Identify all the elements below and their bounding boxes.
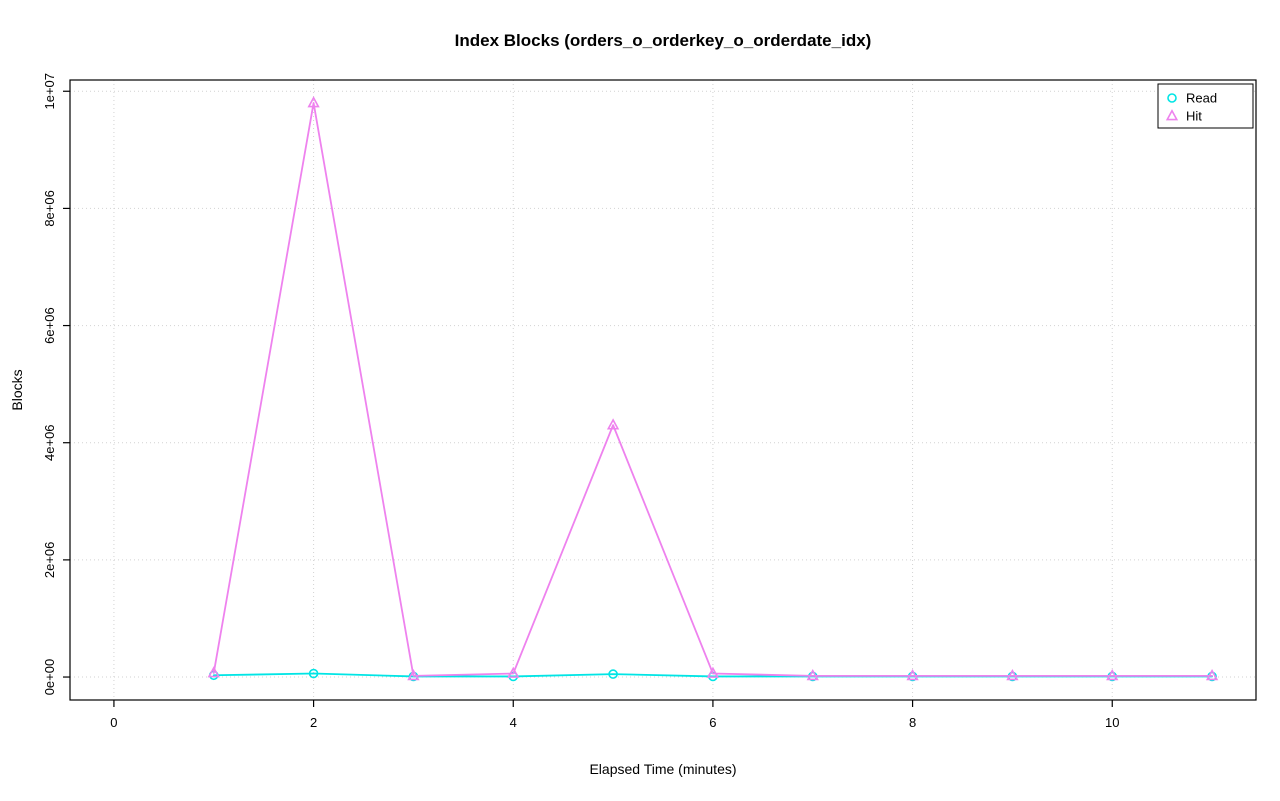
- series-hit: [207, 96, 1219, 681]
- y-tick-label: 1e+07: [42, 73, 57, 110]
- series: [207, 96, 1219, 682]
- x-tick-label: 6: [709, 715, 716, 730]
- legend-label-read: Read: [1186, 91, 1217, 106]
- x-tick-label: 0: [110, 715, 117, 730]
- axes: 0 2 4 6 8 10 0e+00 2e+06 4e+06 6e+06 8e+06 1e+07: [42, 73, 1257, 730]
- data-point-marker-triangle: [1006, 668, 1019, 681]
- data-point-marker-triangle: [806, 668, 819, 681]
- data-point-marker-triangle: [906, 668, 919, 681]
- x-tick-label: 2: [310, 715, 317, 730]
- data-point-marker-circle: [608, 669, 618, 679]
- x-tick-label: 8: [909, 715, 916, 730]
- data-point-marker-triangle: [307, 96, 320, 108]
- data-point-marker-triangle: [1165, 109, 1179, 121]
- x-tick-label: 4: [510, 715, 517, 730]
- data-point-marker-circle: [308, 668, 319, 679]
- y-tick-label: 6e+06: [42, 307, 57, 344]
- data-point-marker-triangle: [1205, 668, 1219, 681]
- data-point-marker-triangle: [507, 666, 520, 678]
- plot-box: [69, 79, 1257, 701]
- data-point-marker-triangle: [606, 418, 620, 430]
- chart-title: Index Blocks (orders_o_orderkey_o_orderd…: [455, 31, 872, 50]
- data-point-marker-triangle: [1106, 668, 1119, 681]
- series-line-hit: [212, 102, 1213, 677]
- grid: [70, 80, 1256, 700]
- y-axis-label: Blocks: [9, 369, 25, 410]
- y-tick-label: 0e+00: [42, 659, 57, 696]
- y-tick-label: 4e+06: [42, 424, 57, 461]
- data-point-marker-triangle: [706, 666, 720, 678]
- legend: Read Hit: [1157, 83, 1254, 129]
- data-point-marker-triangle: [407, 668, 420, 681]
- y-tick-label: 8e+06: [42, 190, 57, 227]
- x-tick-label: 10: [1105, 715, 1119, 730]
- legend-label-hit: Hit: [1186, 109, 1202, 124]
- data-point-marker-triangle: [207, 666, 220, 678]
- legend-box: [1157, 83, 1254, 129]
- data-point-marker-circle: [1167, 93, 1177, 103]
- x-axis-label: Elapsed Time (minutes): [589, 761, 736, 777]
- y-tick-label: 2e+06: [42, 542, 57, 579]
